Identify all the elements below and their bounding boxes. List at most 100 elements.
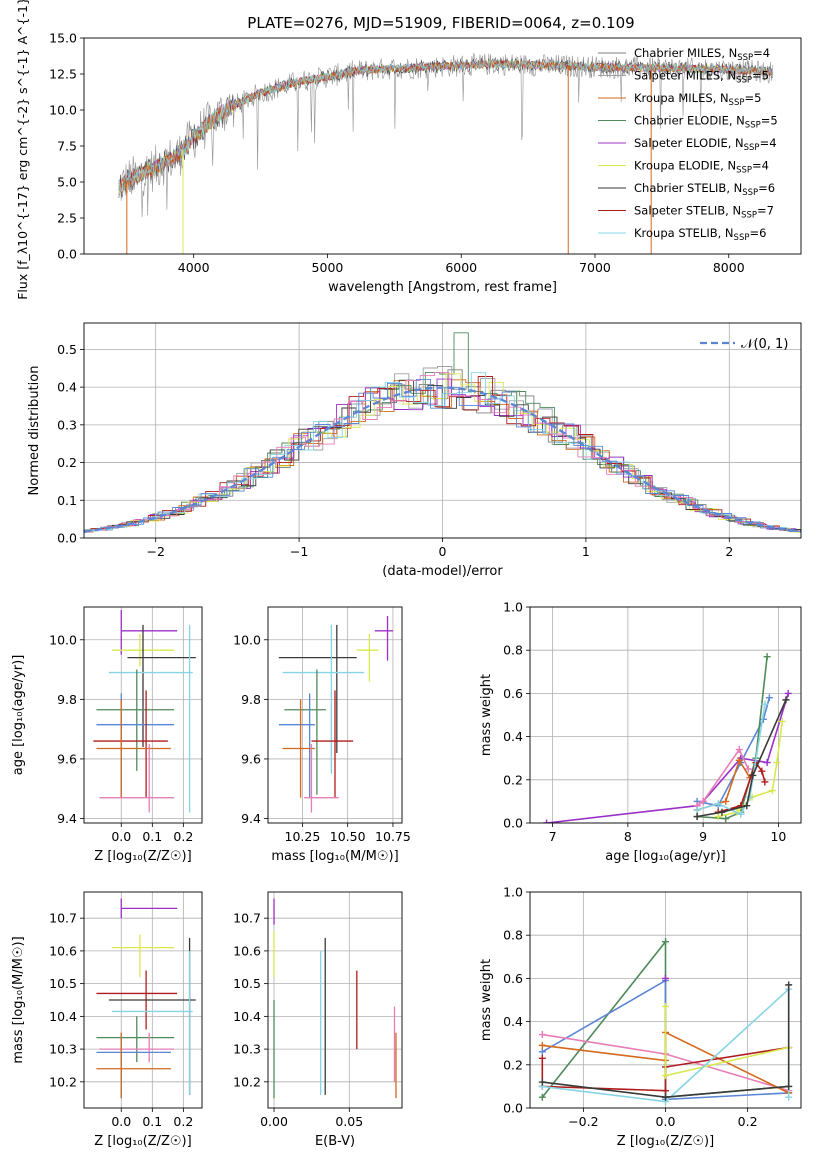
data-point [120,609,178,655]
legend-subscript: SSP [745,121,761,131]
data-point [96,669,175,771]
y-tick-label: 0.2 [503,772,523,787]
y-tick-label: 0.5 [57,342,77,357]
data-point [278,624,357,753]
plus-marker [662,1093,669,1101]
plus-marker [785,1093,793,1101]
plus-marker [662,1072,669,1080]
plus-marker [773,759,781,767]
axes-frame [267,891,403,1109]
plus-marker [662,938,669,946]
figure-title: PLATE=0276, MJD=51909, FIBERID=0064, z=0… [247,14,634,32]
data-point [111,950,193,1095]
age_vs_mass-panel: 10.25 10.50 10.75 9.4 9.6 9.8 10.0 mass [log₁₀(… [233,606,411,864]
x-tick-label: −2 [146,544,164,559]
plus-marker [699,797,707,805]
spectrum-panel: 4000 5000 6000 7000 8000 0.0 2.5 5.0 7.5 10.0 12.5… [15,0,802,300]
x-tick-label: 1 [582,544,590,559]
y-tick-label: 15.0 [49,31,77,46]
normal-curve [84,386,801,533]
legend-label: Kroupa ELODIE, NSSP=4 [634,159,769,176]
data-point [111,934,175,978]
x-axis-label: Z [log₁₀(Z/Z☉)] [94,1134,191,1149]
y-tick-label: 2.5 [57,211,77,226]
y-tick-label: 12.5 [49,67,77,82]
plus-marker [538,1078,546,1086]
x-tick-label: −0.2 [568,1114,598,1129]
x-tick-label: 10.75 [375,829,411,844]
legend-subscript: SSP [729,98,745,108]
x-tick-label: 0 [439,544,447,559]
x-tick-label: 0.0 [111,1114,131,1129]
plus-marker [543,819,551,823]
y-tick-label: 9.8 [57,692,77,707]
weight-series-line [693,746,752,810]
x-tick-label: 10.25 [285,829,321,844]
legend-suffix: =7 [757,204,774,218]
x-tick-label: 7000 [579,260,611,275]
legend-label: Chabrier STELIB, NSSP=6 [634,181,775,198]
y-tick-label: 0.6 [503,971,523,986]
y-axis-label: mass weight [479,674,494,756]
y-axis-label: mass [log₁₀(M/M☉)] [11,936,26,1063]
y-tick-label: 10.4 [49,1009,77,1024]
legend-label: Chabrier MILES, NSSP=4 [634,46,770,63]
plus-marker [761,778,769,786]
x-tick-label: 10 [770,829,786,844]
plus-marker [735,746,743,754]
plus-marker [765,694,773,702]
x-tick-label: 0.1 [142,829,162,844]
series-path [696,697,771,807]
y-tick-label: 0.4 [503,1014,523,1029]
x-tick-label: 0.0 [656,1114,676,1129]
y-tick-label: 10.3 [233,1042,261,1057]
legend-subscript: SSP [742,188,758,198]
x-tick-label: 0.00 [260,1114,288,1129]
x-tick-label: 4000 [178,260,210,275]
mass_vs_ebv-panel: 0.00 0.05 10.2 10.3 10.4 10.5 10.6 10.7 E(B-V) [233,891,403,1149]
y-tick-label: 10.7 [49,911,77,926]
legend-label: Kroupa MILES, NSSP=5 [634,91,761,108]
x-tick-label: 8000 [713,260,745,275]
error-bars [273,898,397,1099]
plus-marker [538,1031,546,1039]
y-tick-label: 10.6 [49,943,77,958]
weight-series [543,653,792,823]
x-tick-label: 0.1 [142,1114,162,1129]
data-point [96,693,175,798]
y-tick-label: 0.0 [57,247,77,262]
y-tick-label: 9.6 [57,751,77,766]
x-tick-label: 5000 [312,260,344,275]
y-tick-label: 0.0 [57,531,77,546]
plus-marker [744,765,752,773]
plus-marker [746,793,754,801]
x-tick-label: 0.0 [111,829,131,844]
plus-marker [758,767,766,775]
plus-marker [714,813,722,821]
y-tick-label: 10.7 [233,911,261,926]
y-tick-label: 0.4 [503,729,523,744]
y-tick-label: 0.0 [503,816,523,831]
legend-label: 𝒩(0, 1) [741,337,788,352]
x-tick-label: 8 [624,829,632,844]
legend-subscript: SSP [736,166,752,176]
legend-suffix: =6 [758,181,775,195]
weight-series-line [662,974,669,982]
plus-marker [743,802,751,810]
data-point [99,744,175,813]
plus-marker [735,756,743,764]
plus-marker [693,806,701,814]
y-tick-label: 10.6 [233,943,261,958]
y-tick-label: 0.6 [503,686,523,701]
axes-frame [83,606,203,824]
x-tick-label: 0.05 [335,1114,363,1129]
plus-marker [763,653,771,661]
plus-marker [761,700,769,708]
legend-suffix: =5 [761,114,778,128]
axes-frame [529,606,802,824]
x-tick-label: 0.2 [173,1114,193,1129]
y-tick-label: 10.3 [49,1042,77,1057]
axes-frame [83,891,203,1109]
weight_vs_age-panel: 7 8 9 10 0.0 0.2 0.4 0.6 0.8 1.0 age [log₁₀(age/yr… [479,600,802,864]
series-path [718,721,783,818]
